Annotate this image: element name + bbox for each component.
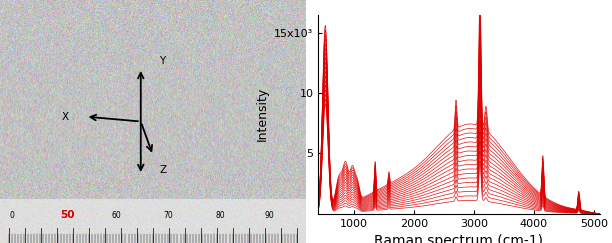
- Text: X: X: [61, 112, 69, 122]
- Text: 50: 50: [60, 210, 75, 220]
- Text: Z: Z: [159, 165, 166, 175]
- Y-axis label: Intensity: Intensity: [256, 87, 269, 141]
- Text: Y: Y: [159, 56, 165, 66]
- Text: 70: 70: [163, 210, 173, 220]
- Text: 0: 0: [10, 210, 15, 220]
- X-axis label: Raman spectrum (cm-1): Raman spectrum (cm-1): [375, 234, 543, 243]
- Text: 60: 60: [111, 210, 121, 220]
- Text: 90: 90: [264, 210, 274, 220]
- Text: 80: 80: [215, 210, 225, 220]
